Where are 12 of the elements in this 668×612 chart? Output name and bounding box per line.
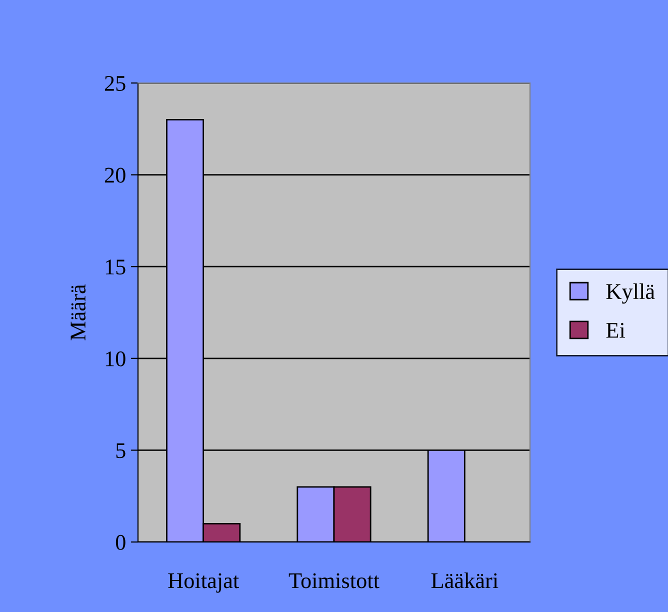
y-axis-title: Määrä	[70, 284, 86, 340]
y-tick-label: 15	[106, 260, 126, 275]
x-tick-label: Hoitajat	[168, 573, 239, 593]
y-tick-label: 25	[104, 76, 126, 91]
x-tick-label: Toimistott	[288, 573, 380, 588]
legend-label: Ei	[606, 322, 626, 338]
y-tick-label: 0	[116, 534, 126, 550]
y-tick-label: 5	[116, 443, 126, 458]
legend-label: Kyllä	[606, 283, 655, 304]
y-tick-label: 20	[104, 168, 126, 183]
x-tick-label: Lääkäri	[431, 572, 498, 588]
y-tick-label: 10	[106, 351, 126, 366]
